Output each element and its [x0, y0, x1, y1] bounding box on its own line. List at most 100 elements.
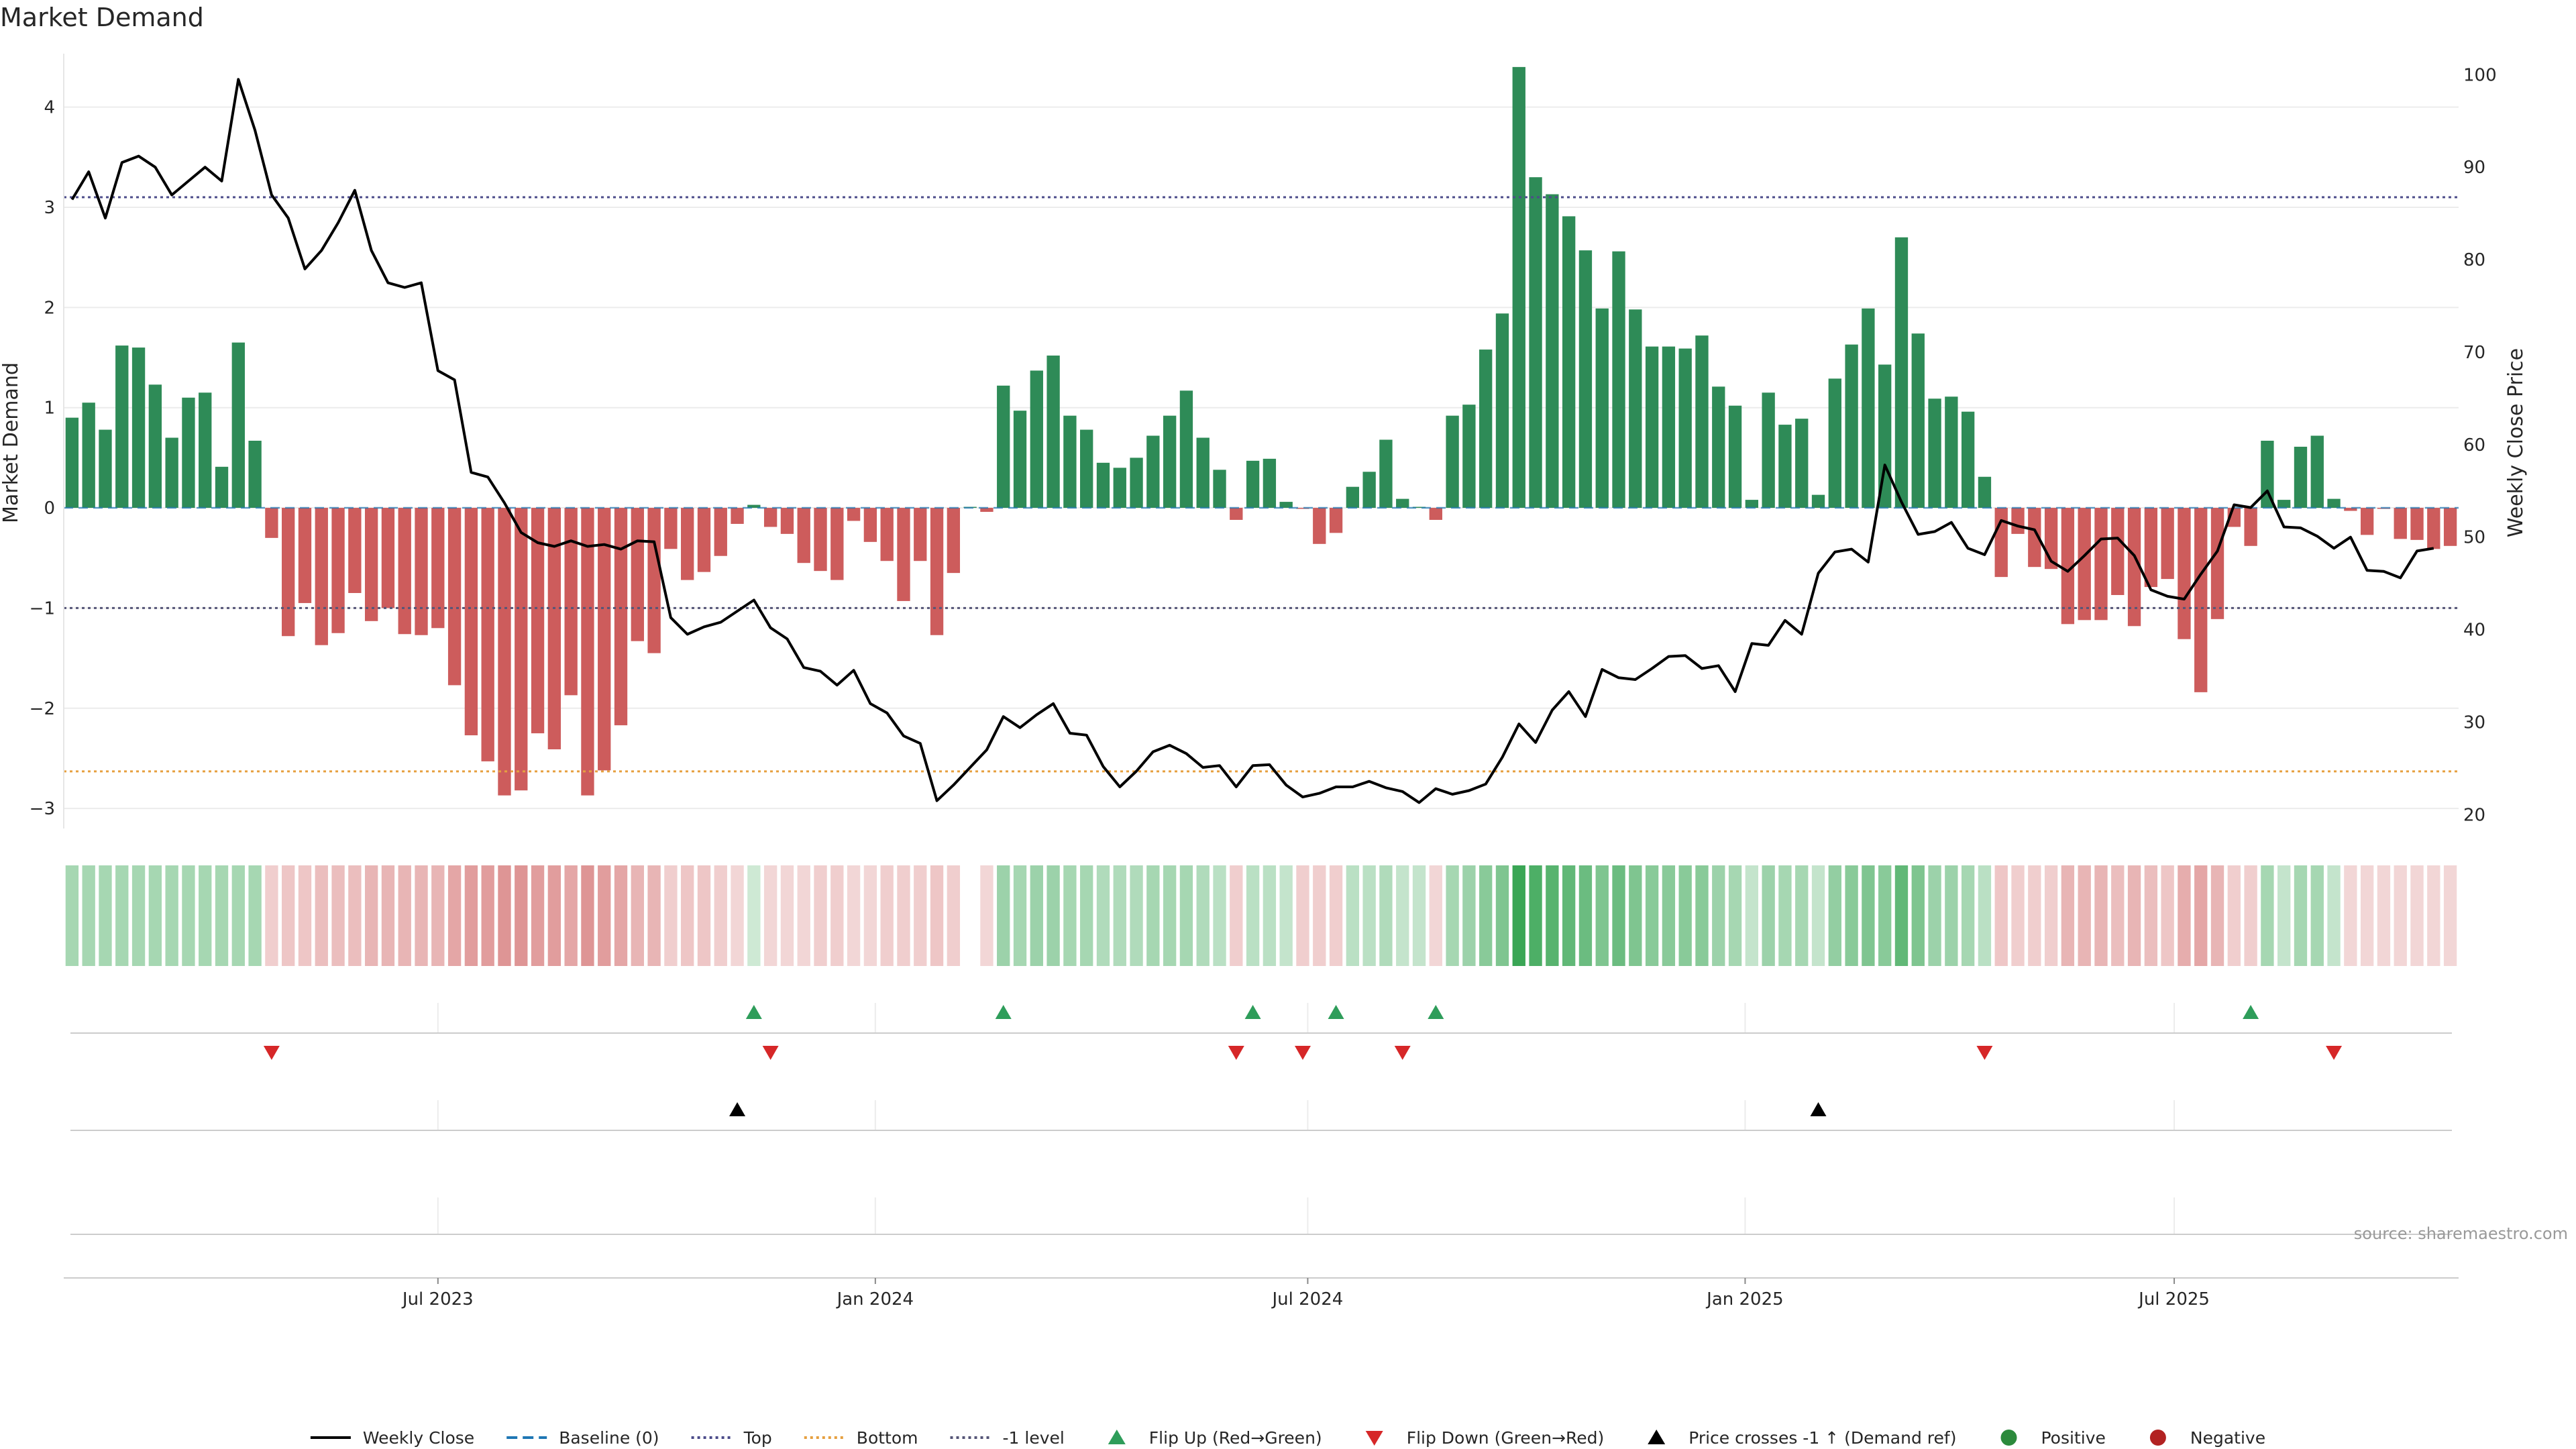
- intensity-cell: [1512, 865, 1525, 966]
- legend-label: Price crosses -1 ↑ (Demand ref): [1688, 1428, 1956, 1448]
- intensity-cell: [1296, 865, 1309, 966]
- intensity-cell: [515, 865, 528, 966]
- intensity-cell: [1961, 865, 1975, 966]
- intensity-cell: [231, 865, 245, 966]
- x-tick-label: Jul 2024: [1271, 1289, 1344, 1309]
- intensity-cell: [1329, 865, 1343, 966]
- price-cross-marker: [729, 1102, 746, 1116]
- x-tick-label: Jan 2024: [836, 1289, 914, 1309]
- demand-bar: [1163, 415, 1177, 508]
- intensity-cell: [1230, 865, 1243, 966]
- demand-bar: [763, 508, 777, 527]
- intensity-cell: [1778, 865, 1792, 966]
- demand-bar: [830, 508, 844, 580]
- intensity-cell: [381, 865, 395, 966]
- intensity-cell: [1828, 865, 1841, 966]
- demand-bar: [1030, 370, 1043, 508]
- intensity-cell: [431, 865, 445, 966]
- demand-bar: [148, 384, 162, 508]
- intensity-cell: [1246, 865, 1260, 966]
- intensity-cell: [1928, 865, 1941, 966]
- demand-bar: [1362, 472, 1376, 508]
- intensity-cell: [1429, 865, 1442, 966]
- demand-bar: [531, 508, 545, 734]
- grid-layer: [64, 106, 2459, 810]
- intensity-cell: [148, 865, 162, 966]
- intensity-cell: [797, 865, 810, 966]
- intensity-cell: [2044, 865, 2058, 966]
- demand-bar: [1146, 435, 1160, 508]
- intensity-cell: [1546, 865, 1559, 966]
- demand-bar: [1313, 508, 1326, 544]
- intensity-cell: [1712, 865, 1725, 966]
- intensity-cell: [1612, 865, 1625, 966]
- x-tick-label: Jan 2025: [1705, 1289, 1784, 1309]
- demand-bar: [681, 508, 694, 580]
- level-lines: [64, 196, 2459, 773]
- demand-bar: [298, 508, 312, 603]
- demand-bar: [1546, 194, 1559, 508]
- y-left-tick-label: 4: [44, 98, 55, 118]
- legend-item: Flip Down (Green→Red): [1365, 1428, 1604, 1448]
- demand-bar: [1728, 405, 1742, 508]
- y-right-tick-label: 100: [2463, 65, 2497, 85]
- intensity-cell: [1678, 865, 1692, 966]
- intensity-cell: [1279, 865, 1293, 966]
- chart-title: Market Demand: [0, 3, 204, 32]
- demand-bar: [2410, 508, 2424, 540]
- price-cross-marker: [1810, 1102, 1827, 1116]
- intensity-cell: [2011, 865, 2025, 966]
- intensity-cell: [697, 865, 711, 966]
- intensity-cell: [531, 865, 545, 966]
- intensity-cell: [2294, 865, 2308, 966]
- intensity-cell: [2244, 865, 2257, 966]
- intensity-cell: [1978, 865, 1992, 966]
- intensity-cell: [1146, 865, 1160, 966]
- demand-bar: [2061, 508, 2075, 625]
- intensity-cell: [481, 865, 494, 966]
- intensity-cell: [498, 865, 511, 966]
- intensity-cell: [1662, 865, 1676, 966]
- intensity-cell: [863, 865, 877, 966]
- demand-bar: [980, 508, 994, 513]
- intensity-cell: [2443, 865, 2457, 966]
- demand-bar: [265, 508, 278, 538]
- legend-label: Bottom: [857, 1428, 918, 1448]
- demand-bar: [498, 508, 511, 796]
- intensity-cell: [1562, 865, 1576, 966]
- demand-bar: [1828, 378, 1841, 508]
- intensity-cell: [1096, 865, 1110, 966]
- intensity-cell: [2227, 865, 2241, 966]
- demand-bar: [1562, 216, 1576, 508]
- intensity-cell: [714, 865, 727, 966]
- intensity-cell: [1346, 865, 1360, 966]
- demand-bar: [447, 508, 462, 686]
- y-right-axis-title: Weekly Close Price: [2504, 348, 2528, 537]
- demand-bar: [1678, 348, 1692, 508]
- demand-bar: [2094, 508, 2108, 621]
- intensity-cell: [2111, 865, 2125, 966]
- demand-bar: [2210, 508, 2224, 619]
- legend-swatch-triangle-up: [1108, 1430, 1126, 1444]
- demand-bar: [1279, 502, 1293, 508]
- demand-bar: [1246, 460, 1260, 508]
- demand-bar: [2261, 440, 2274, 508]
- legend-label: Flip Up (Red→Green): [1149, 1428, 1322, 1448]
- demand-bar: [631, 508, 644, 641]
- demand-bar: [930, 508, 944, 635]
- demand-bar: [2028, 508, 2041, 568]
- demand-bar: [481, 508, 494, 761]
- intensity-cell: [780, 865, 794, 966]
- y-left-tick-label: −3: [30, 799, 55, 819]
- legend-item: Weekly Close: [310, 1428, 474, 1448]
- intensity-cell: [1629, 865, 1642, 966]
- demand-bar: [614, 508, 628, 726]
- intensity-cell: [2360, 865, 2374, 966]
- demand-bar: [82, 402, 95, 508]
- demand-bar: [2427, 508, 2440, 549]
- demand-bar: [2310, 435, 2324, 508]
- legend-swatch-dot: [2000, 1430, 2017, 1446]
- demand-bar: [1329, 508, 1343, 533]
- demand-bar: [1529, 177, 1542, 508]
- intensity-cell: [2028, 865, 2041, 966]
